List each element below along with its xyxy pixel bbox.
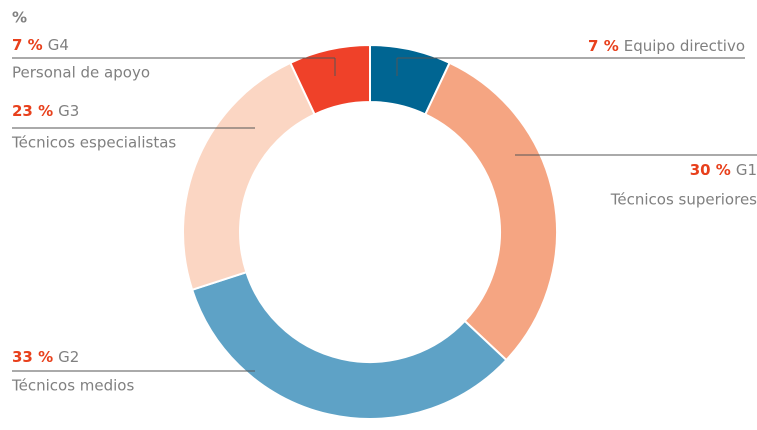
value-label: 7 % xyxy=(588,37,619,55)
chart-title: % xyxy=(12,9,27,27)
slice-label: 30 % G1 xyxy=(690,161,757,179)
value-label: 33 % xyxy=(12,348,53,366)
slice-label: 23 % G3 xyxy=(12,102,79,120)
category-label: Técnicos medios xyxy=(11,377,134,395)
group-label: G4 xyxy=(48,36,69,54)
slice-label: 33 % G2 xyxy=(12,348,79,366)
group-label: G3 xyxy=(58,102,79,120)
category-label: Personal de apoyo xyxy=(12,64,150,82)
value-label: 30 % xyxy=(690,161,731,179)
donut-slice xyxy=(190,270,508,420)
donut-slice xyxy=(182,61,316,292)
group-label: G2 xyxy=(58,348,79,366)
category-label: Técnicos especialistas xyxy=(11,134,176,152)
value-label: 7 % xyxy=(12,36,43,54)
slice-label: 7 % G4 xyxy=(12,36,69,54)
slice-label: 7 % Equipo directivo xyxy=(588,37,745,55)
category-label: Equipo directivo xyxy=(624,37,745,55)
donut-slice xyxy=(289,43,371,116)
donut-slice xyxy=(424,61,558,362)
category-label: Técnicos superiores xyxy=(610,191,757,209)
group-label: G1 xyxy=(736,161,757,179)
value-label: 23 % xyxy=(12,102,53,120)
